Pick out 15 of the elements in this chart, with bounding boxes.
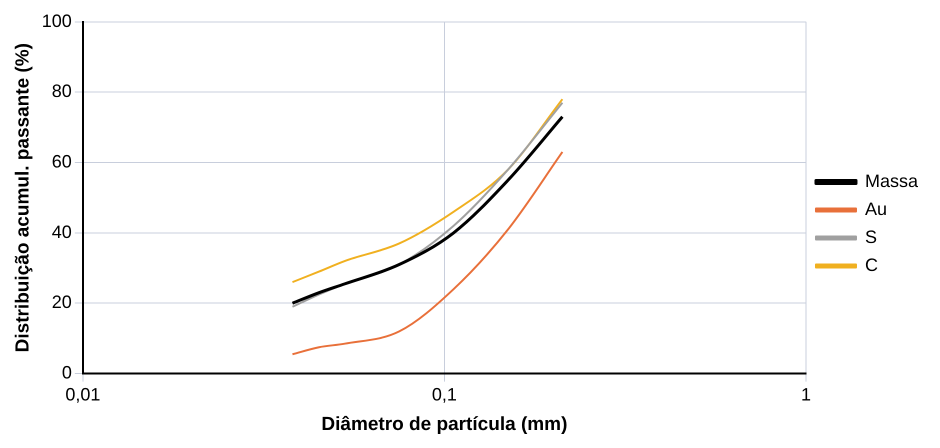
y-tick-label: 0 bbox=[62, 362, 72, 383]
y-tick-label: 80 bbox=[52, 81, 72, 102]
y-axis-title: Distribuição acumul. passante (%) bbox=[12, 43, 34, 352]
y-tick-label: 100 bbox=[42, 10, 72, 31]
y-tick-label: 60 bbox=[52, 151, 72, 172]
legend-label: C bbox=[864, 254, 878, 275]
x-tick-label: 1 bbox=[800, 384, 811, 404]
y-tick-label: 40 bbox=[52, 222, 72, 242]
legend-label: S bbox=[864, 226, 877, 247]
legend-label: Au bbox=[864, 198, 888, 219]
x-tick-label: 0,1 bbox=[432, 384, 457, 404]
x-axis-title: Diâmetro de partícula (mm) bbox=[321, 414, 568, 435]
legend-label: Massa bbox=[864, 170, 919, 191]
y-tick-label: 20 bbox=[52, 292, 72, 312]
x-tick-label: 0,01 bbox=[65, 384, 100, 404]
